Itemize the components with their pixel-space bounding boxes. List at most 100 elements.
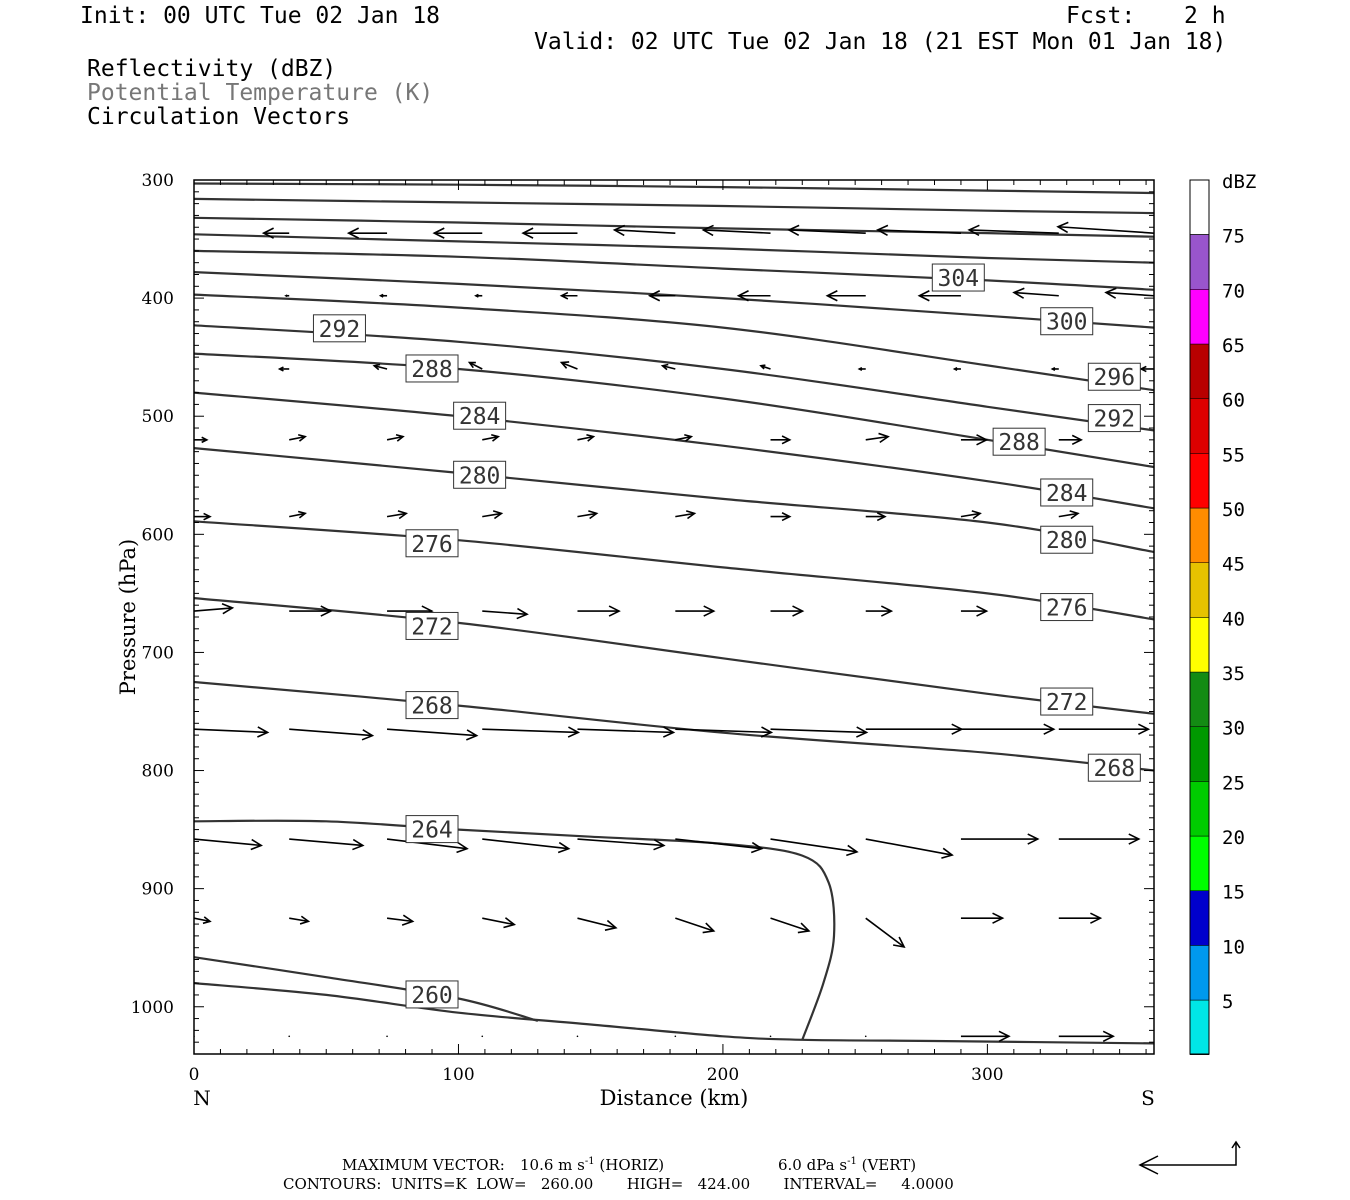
circulation-vector-head [361, 729, 375, 741]
circulation-vector-head [1167, 435, 1176, 444]
contour-label-box [1087, 404, 1141, 433]
contour-label-288: 288 [411, 357, 453, 383]
circulation-vector-head [401, 914, 415, 926]
circulation-vector-head [976, 605, 989, 617]
forecast-label: Fcst: [1066, 3, 1136, 29]
circulation-vector [386, 435, 404, 441]
circulation-vector [1013, 291, 1059, 297]
circulation-vector-head [432, 227, 445, 239]
circulation-vector-head [684, 433, 694, 442]
y-tick-label: 1000 [131, 998, 174, 1018]
circulation-vector [481, 1035, 484, 1038]
reference-vector-vert-head [1231, 1140, 1241, 1149]
theta-contour-284 [194, 391, 1154, 510]
circulation-vector-head [702, 922, 716, 934]
axis-labels: 0 100 200 300 300 400 500 600 700 800 900 1000 N S Dis… [116, 171, 1155, 1110]
colorbar-label-10: 10 [1222, 936, 1245, 958]
circulation-vector [576, 1035, 579, 1038]
theta-contour-296 [194, 293, 1154, 392]
circulation-vector-head [284, 294, 288, 298]
circulation-vector [561, 361, 578, 370]
circulation-vector-head [586, 433, 596, 442]
x-axis-title: Distance (km) [600, 1086, 749, 1110]
circulation-vector [482, 838, 569, 850]
contour-label-box [1087, 753, 1141, 782]
colorbar-bin-25 [1189, 781, 1210, 837]
x-tick-label: 200 [707, 1065, 739, 1085]
colorbar-bin-15 [1189, 890, 1210, 946]
circulation-vector [386, 838, 468, 850]
contour-label-284: 284 [1046, 481, 1088, 507]
axis-ticks [193, 179, 1154, 1055]
contour-label-box [453, 401, 507, 430]
circulation-vector-head [567, 726, 581, 738]
circulation-vector-head [503, 917, 517, 929]
circulation-vector [614, 229, 676, 234]
theta-contour-316 [194, 197, 1154, 215]
colorbar-label-20: 20 [1222, 827, 1245, 849]
colorbar-label-5: 5 [1222, 991, 1233, 1013]
circulation-vector-head [1071, 434, 1083, 446]
circulation-vector-head [297, 433, 307, 442]
circulation-vector-head [184, 367, 188, 371]
theta-contour-304 [194, 249, 1154, 291]
colorbar-bin-45 [1189, 562, 1210, 618]
contour-label-272: 272 [1046, 690, 1088, 716]
x-tick-label: 100 [442, 1065, 474, 1085]
circulation-vector-head [456, 841, 469, 854]
circulation-vector [387, 728, 477, 737]
circulation-vector-head [971, 510, 982, 520]
circulation-vector-head [760, 726, 774, 738]
circulation-vector-head [1139, 365, 1147, 373]
contour-label-264: 264 [411, 818, 453, 844]
circulation-vector [386, 1035, 388, 1038]
circulation-vector-head [181, 231, 186, 236]
contour-label-260: 260 [411, 983, 453, 1009]
theta-contour-276 [194, 520, 1154, 621]
circulation-vector-head [967, 224, 980, 237]
circulation-vector-head [588, 510, 599, 520]
circulation-vector [289, 728, 373, 737]
circulation-vector [289, 838, 363, 847]
theta-contour-264 [194, 819, 836, 1041]
circulation-vector-head [846, 844, 859, 857]
circulation-vector [289, 917, 309, 923]
circulation-vector-head [559, 291, 569, 300]
max-vector-vert: 6.0 dPa s-1 (VERT) [778, 1156, 917, 1174]
horiz-exponent: -1 [584, 1156, 595, 1167]
y-tick-label: 300 [142, 171, 174, 191]
contour-label-box [405, 611, 459, 640]
circulation-vector-head [1056, 221, 1069, 234]
circulation-vector [864, 1035, 867, 1038]
circulation-vector-head [466, 729, 479, 741]
circulation-vector-head [612, 224, 626, 237]
circulation-vector-head [998, 1030, 1011, 1042]
theta-contour-300 [194, 271, 1154, 329]
circulation-vector [288, 1035, 291, 1038]
circulation-vector-head [1043, 723, 1056, 735]
y-tick-label: 800 [142, 762, 174, 782]
circulation-vector [577, 917, 617, 929]
circulation-vector-head [857, 366, 863, 371]
theta-contour-320 [194, 182, 1154, 195]
contour-label-300: 300 [1046, 310, 1088, 336]
forecast-hour: 2 h [1184, 3, 1226, 29]
circulation-vector-head [372, 363, 381, 371]
circulation-vector-head [250, 838, 263, 851]
circulation-vector-head [474, 293, 479, 298]
circulation-vector-head [701, 224, 714, 237]
colorbar-label-70: 70 [1222, 280, 1245, 302]
circulation-vector-head [1027, 833, 1040, 845]
contours-info: CONTOURS: UNITS=K LOW= 260.00 HIGH= 424.… [283, 1175, 954, 1193]
circulation-vector-head [653, 839, 666, 851]
reference-vector-line [1140, 1142, 1237, 1166]
y-axis-title: Pressure (hPa) [116, 539, 140, 695]
circulation-vector [482, 435, 499, 441]
colorbar-frame [1189, 179, 1210, 1055]
contour-label-292: 292 [319, 317, 361, 343]
plot-frame [193, 179, 1155, 1055]
circulation-vector [374, 364, 388, 370]
contour-label-276: 276 [411, 532, 453, 558]
circulation-vector [194, 917, 211, 923]
